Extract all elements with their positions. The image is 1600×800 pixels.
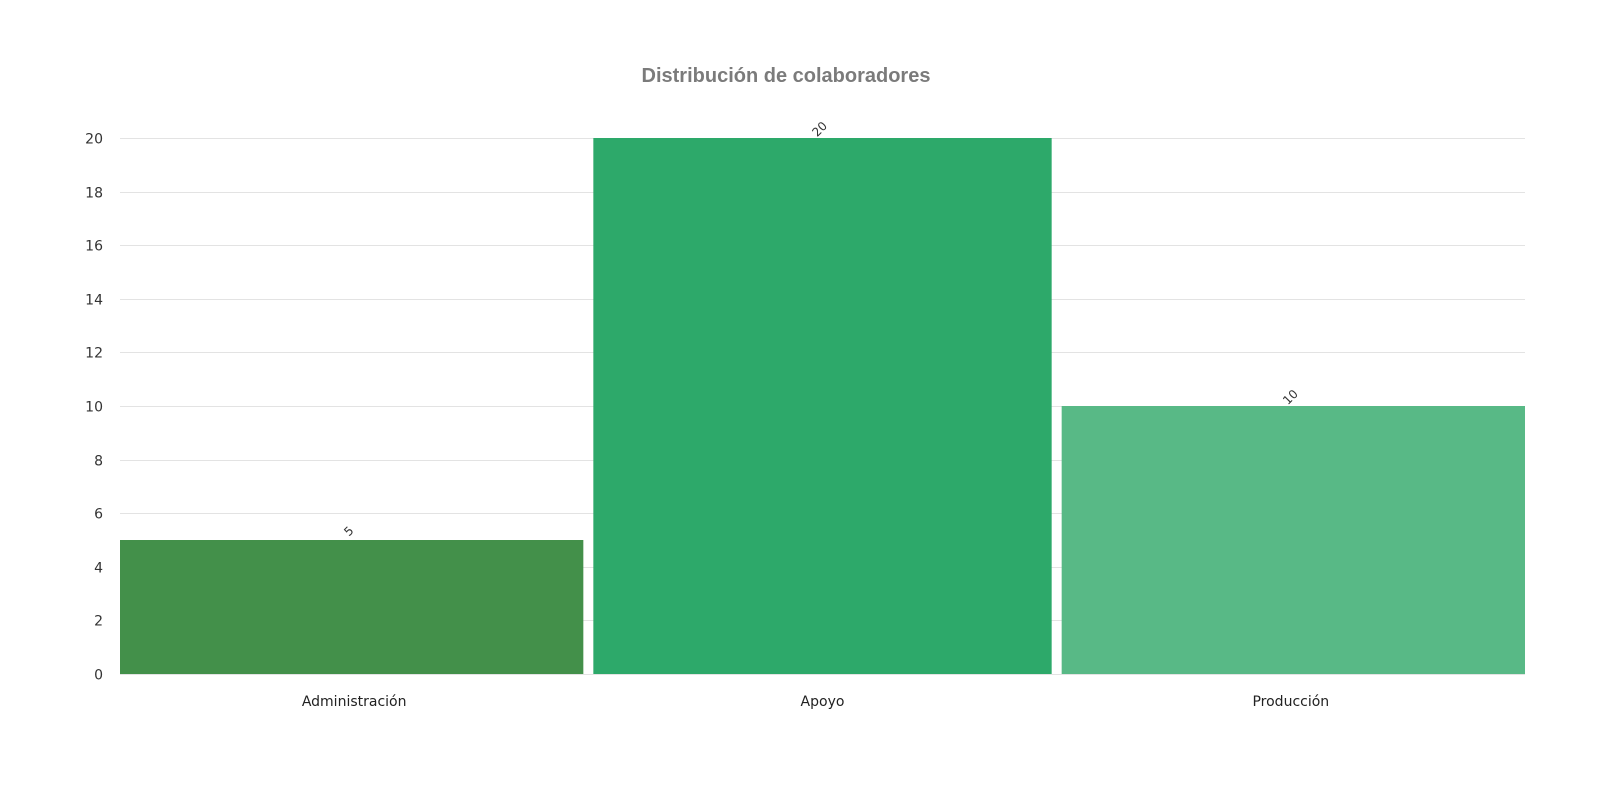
y-tick-label: 18 <box>85 186 103 202</box>
data-label: 10 <box>1280 387 1301 408</box>
data-label: 5 <box>341 524 356 539</box>
y-tick-label: 14 <box>85 293 103 309</box>
bar-administracion[interactable] <box>120 540 584 674</box>
bars <box>120 138 1525 674</box>
bar-produccion[interactable] <box>1061 406 1525 674</box>
y-tick-label: 16 <box>85 239 103 255</box>
x-tick-label: Administración <box>302 694 407 710</box>
x-tick-label: Producción <box>1252 694 1329 710</box>
y-tick-label: 0 <box>94 668 103 684</box>
y-tick-label: 12 <box>85 346 103 362</box>
x-axis: Administración Apoyo Producción <box>302 694 1329 710</box>
y-tick-label: 10 <box>85 400 103 416</box>
x-tick-label: Apoyo <box>801 694 845 710</box>
y-tick-label: 6 <box>94 507 103 523</box>
y-tick-label: 20 <box>85 132 103 148</box>
y-tick-label: 8 <box>94 454 103 470</box>
y-tick-label: 2 <box>94 614 103 630</box>
bar-apoyo[interactable] <box>593 138 1052 674</box>
data-label: 20 <box>809 119 830 140</box>
y-axis: 0 2 4 6 8 10 12 14 16 18 20 <box>85 132 103 684</box>
y-tick-label: 4 <box>94 561 103 577</box>
chart-title: Distribución de colaboradores <box>642 65 931 87</box>
